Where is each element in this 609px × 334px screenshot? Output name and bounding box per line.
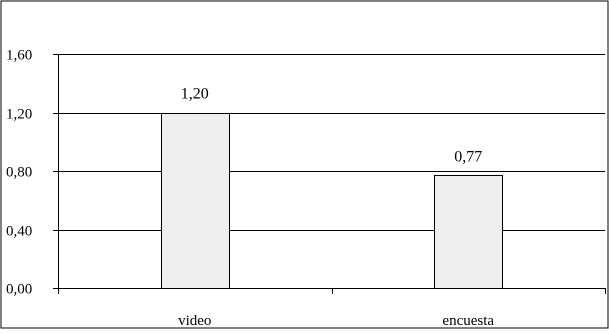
x-tick-label: encuesta xyxy=(442,313,494,329)
labels: 0,00 0,40 0,80 1,20 1,60 1,20 video 0,77 encuest… xyxy=(6,48,494,330)
bar-video xyxy=(161,113,230,289)
data-label: 1,20 xyxy=(181,86,209,103)
y-tick-label: 1,20 xyxy=(6,107,32,123)
y-tick-label: 0,40 xyxy=(6,224,32,240)
bars xyxy=(161,113,503,289)
axes xyxy=(53,54,606,294)
bar-encuesta xyxy=(434,175,503,289)
data-label: 0,77 xyxy=(454,148,482,165)
y-tick-label: 0,80 xyxy=(6,165,32,181)
gridlines xyxy=(58,54,605,289)
x-tick-label: video xyxy=(178,313,211,329)
y-tick-label: 0,00 xyxy=(6,282,32,298)
y-tick-label: 1,60 xyxy=(6,48,32,64)
